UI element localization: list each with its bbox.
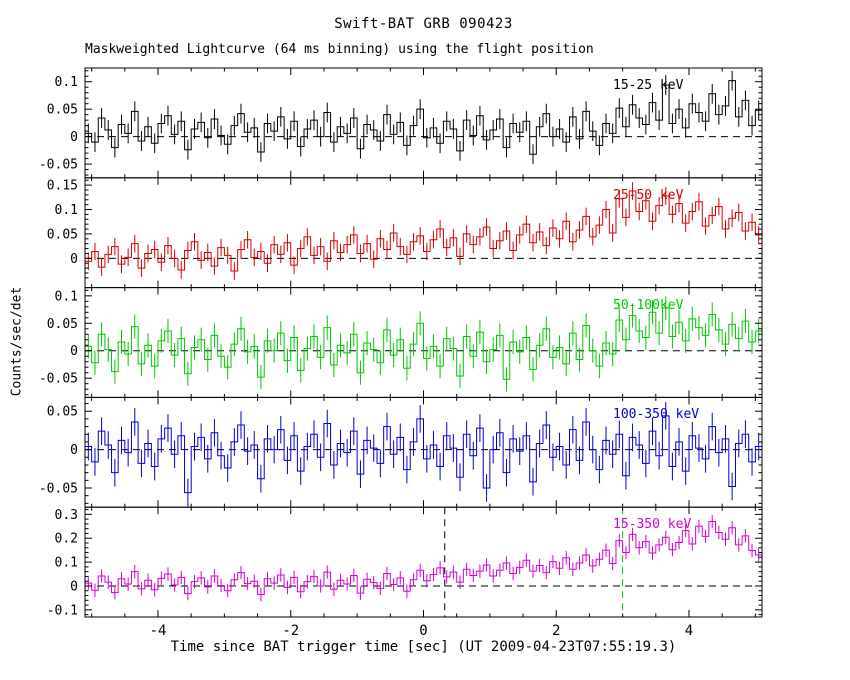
svg-text:0: 0 (70, 443, 78, 458)
svg-text:-0.05: -0.05 (39, 158, 78, 173)
svg-text:-4: -4 (150, 623, 167, 639)
svg-text:2: 2 (552, 623, 560, 639)
svg-text:-0.1: -0.1 (47, 603, 78, 618)
chart-title: Swift-BAT GRB 090423 (334, 16, 513, 32)
svg-text:0.1: 0.1 (55, 75, 78, 90)
svg-text:0: 0 (70, 344, 78, 359)
chart-subtitle: Maskweighted Lightcurve (64 ms binning) … (85, 42, 594, 57)
svg-text:0: 0 (419, 623, 427, 639)
svg-text:0.05: 0.05 (47, 405, 78, 420)
svg-text:0: 0 (70, 252, 78, 267)
svg-text:0.3: 0.3 (55, 508, 78, 523)
svg-text:0.1: 0.1 (55, 203, 78, 218)
svg-text:0: 0 (70, 579, 78, 594)
svg-text:0.05: 0.05 (47, 227, 78, 242)
label-100-350-kev: 100-350 keV (613, 407, 700, 422)
svg-text:-0.05: -0.05 (39, 482, 78, 497)
svg-text:0.05: 0.05 (47, 317, 78, 332)
svg-text:-0.05: -0.05 (39, 372, 78, 387)
label-50-100-kev: 50-100keV (613, 298, 684, 313)
svg-text:4: 4 (685, 623, 693, 639)
svg-text:0.2: 0.2 (55, 532, 78, 547)
label-15-350-kev: 15-350 keV (613, 517, 692, 532)
svg-text:0.05: 0.05 (47, 103, 78, 118)
label-15-25-kev: 15-25 keV (613, 78, 684, 93)
svg-text:-2: -2 (282, 623, 299, 639)
svg-text:0: 0 (70, 130, 78, 145)
svg-text:0.15: 0.15 (47, 179, 78, 194)
label-25-50-kev: 25-50 keV (613, 188, 684, 203)
y-axis-label: Counts/sec/det (9, 286, 25, 397)
svg-text:0.1: 0.1 (55, 289, 78, 304)
svg-text:0.1: 0.1 (55, 556, 78, 571)
x-axis-label: Time since BAT trigger time [sec] (UT 20… (170, 639, 677, 655)
